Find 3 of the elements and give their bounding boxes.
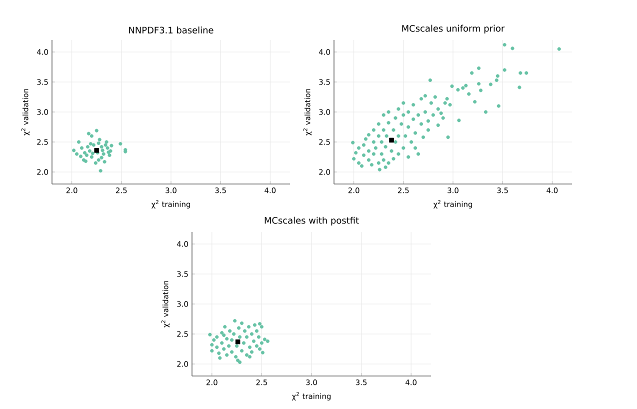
chart-title: MCscales with postfit	[264, 216, 359, 226]
chart-title: NNPDF3.1 baseline	[129, 26, 214, 34]
chart-title: MCscales uniform prior	[402, 24, 505, 34]
